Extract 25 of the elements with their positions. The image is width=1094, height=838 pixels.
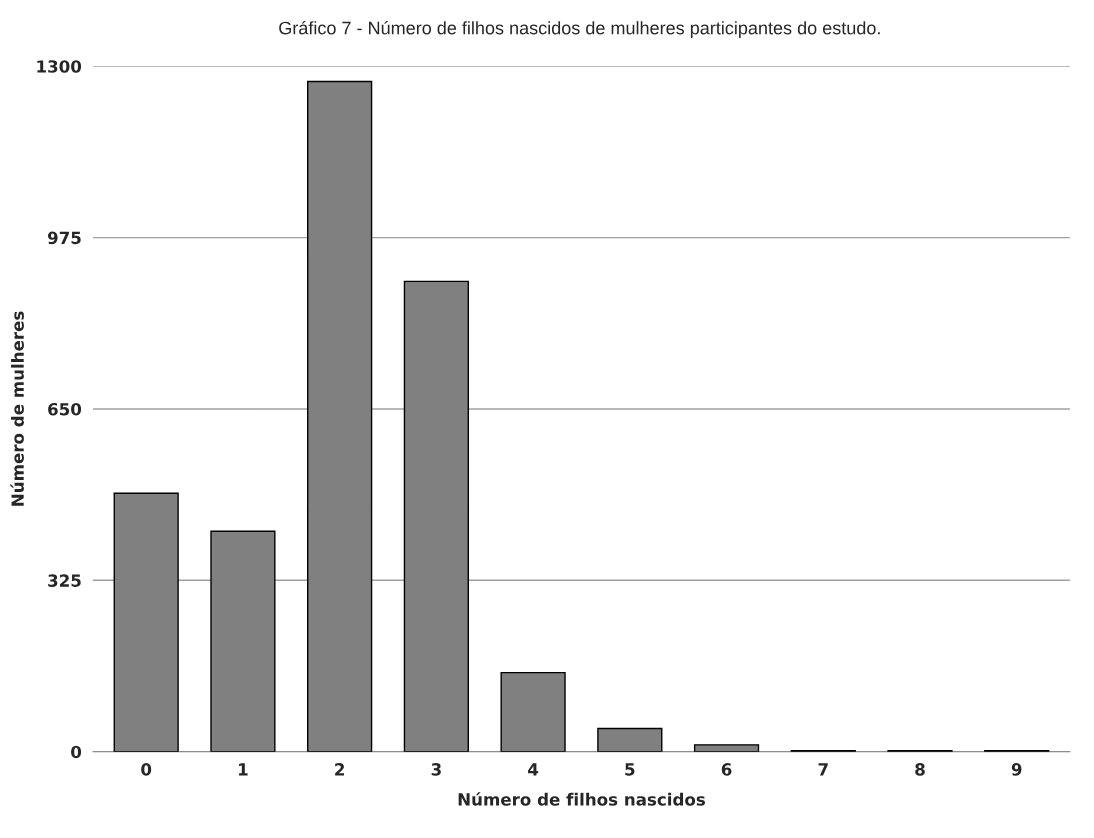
y-tick-label: 0 (71, 745, 82, 759)
x-tick-label: 5 (625, 763, 635, 776)
x-tick-label: 7 (818, 763, 828, 776)
x-tick-label: 9 (1011, 763, 1022, 776)
x-tick-label: 3 (431, 763, 441, 776)
bar (597, 727, 663, 752)
bar (693, 744, 760, 752)
y-tick-label: 975 (47, 231, 81, 245)
x-tick-label: 1 (239, 763, 248, 776)
chart-title: Gráfico 7 - Número de filhos nascidos de mulheres participantes do estudo. (279, 20, 880, 38)
bar (403, 280, 469, 752)
bar (113, 492, 179, 752)
x-tick-label: 6 (721, 763, 732, 776)
bar (500, 671, 566, 752)
x-tick-label: 8 (915, 763, 925, 776)
x-tick-label: 2 (335, 763, 344, 776)
x-axis-title: Número de filhos nascidos (458, 792, 705, 806)
y-axis-title: Número de mulheres (10, 311, 24, 506)
bar (307, 80, 373, 752)
x-tick-label: 4 (528, 763, 539, 776)
y-tick-label: 650 (48, 402, 82, 416)
bar (210, 530, 276, 752)
y-tick-label: 1300 (37, 60, 82, 73)
x-tick-label: 0 (141, 763, 152, 776)
y-tick-label: 325 (48, 574, 81, 587)
